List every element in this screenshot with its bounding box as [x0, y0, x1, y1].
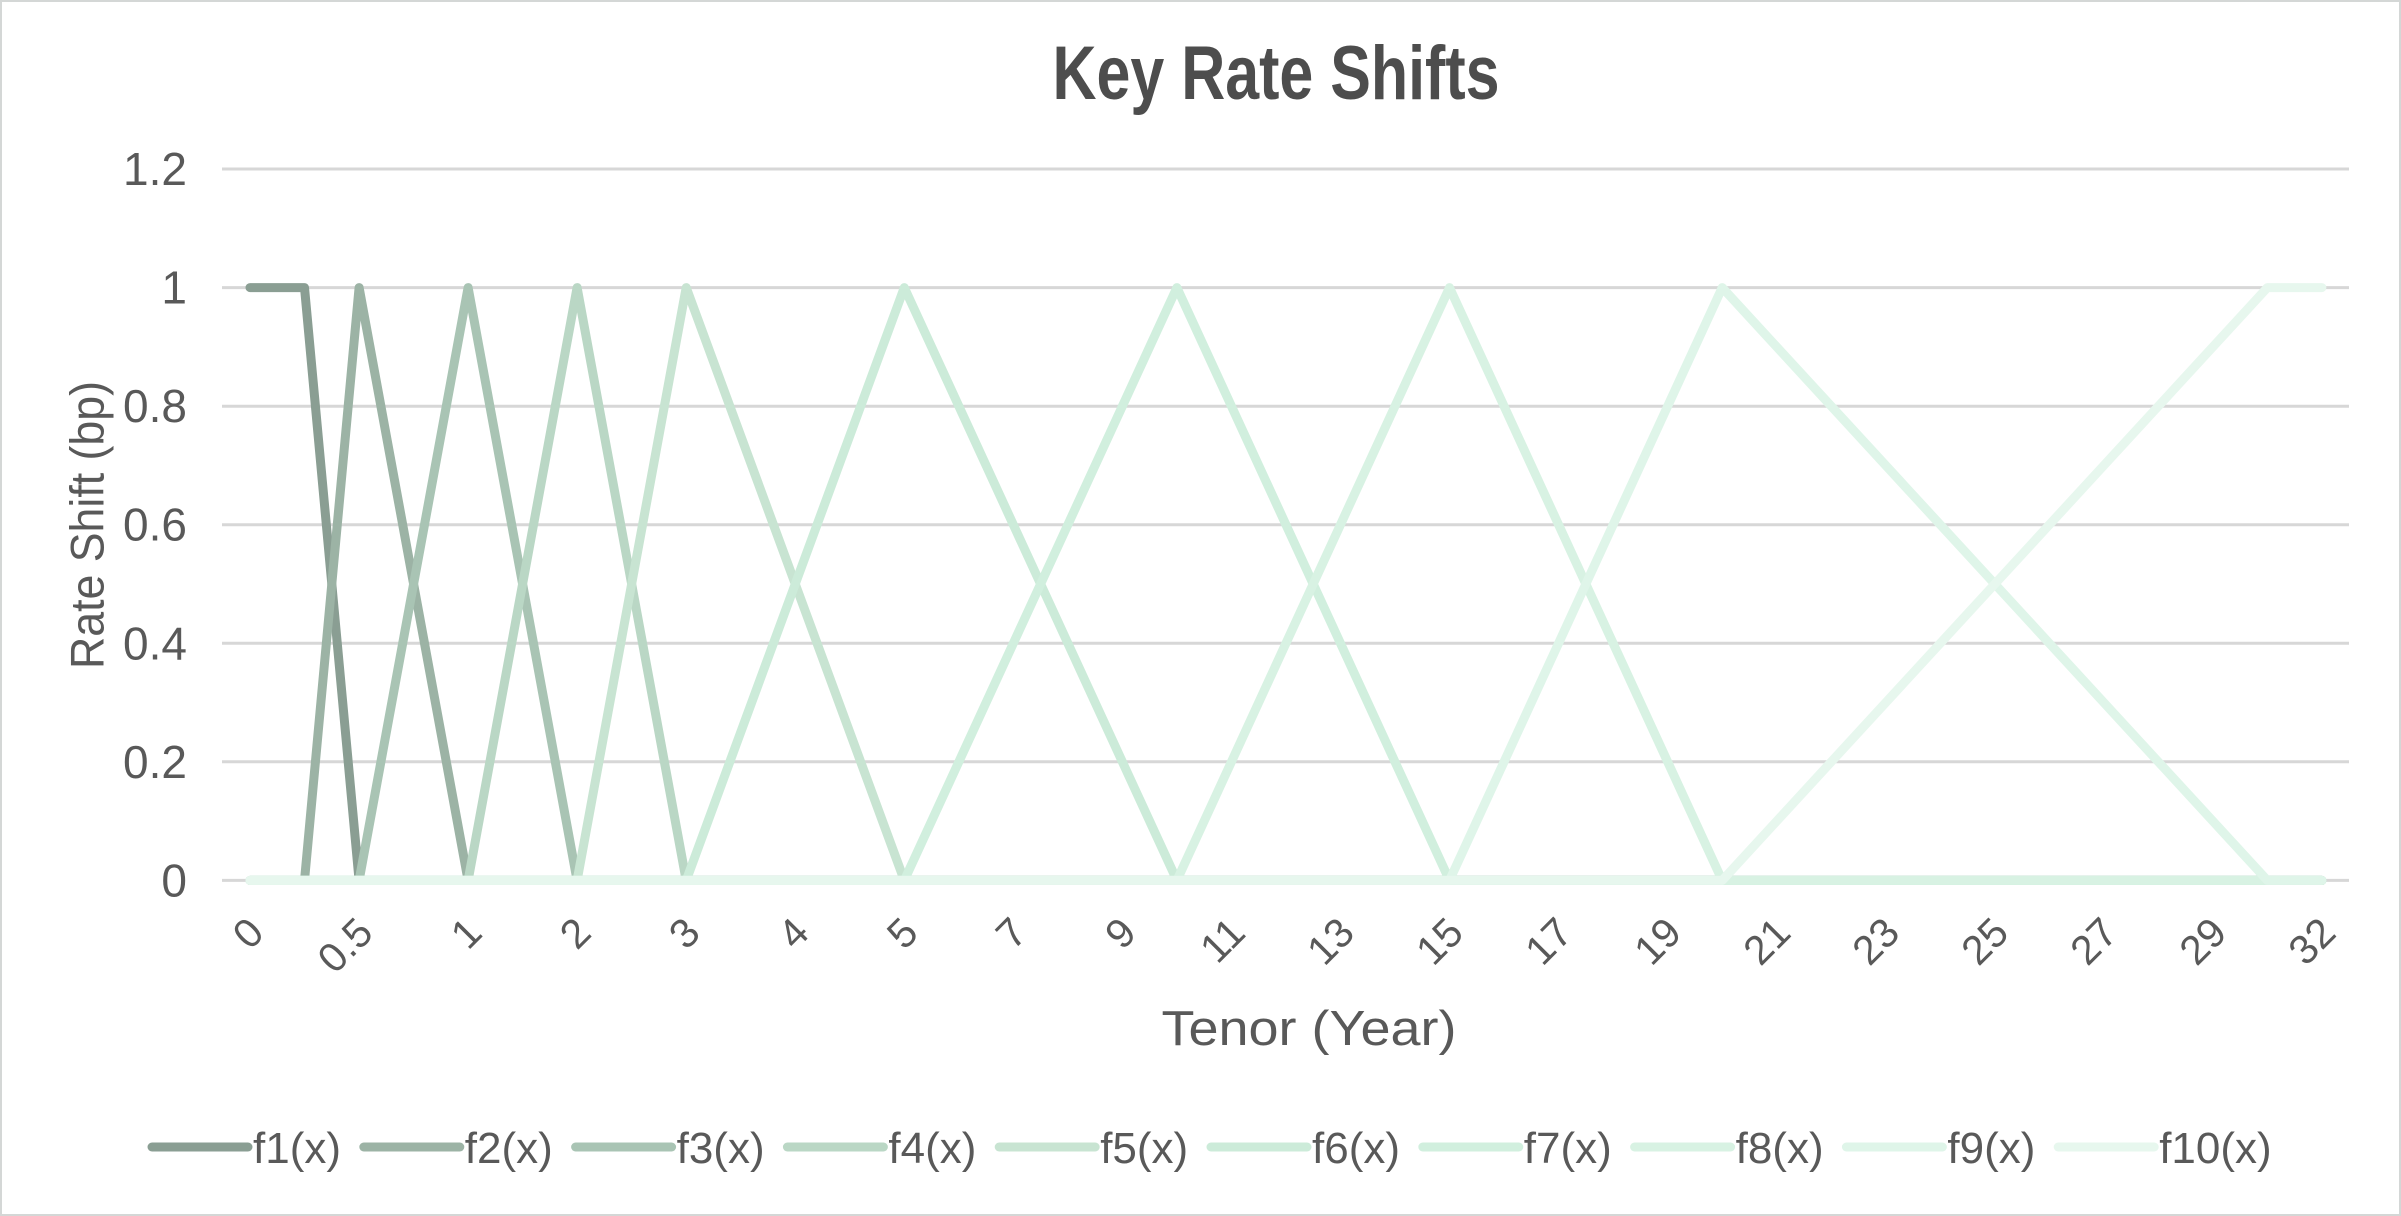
svg-text:Key Rate Shifts: Key Rate Shifts [1053, 31, 1500, 116]
svg-text:f3(x): f3(x) [677, 1124, 765, 1173]
svg-text:f8(x): f8(x) [1736, 1124, 1824, 1173]
svg-text:f6(x): f6(x) [1312, 1124, 1400, 1173]
svg-text:0.2: 0.2 [123, 736, 187, 788]
svg-text:f2(x): f2(x) [465, 1124, 553, 1173]
svg-text:Tenor (Year): Tenor (Year) [1162, 1002, 1457, 1056]
svg-text:f10(x): f10(x) [2159, 1124, 2271, 1173]
svg-text:f1(x): f1(x) [253, 1124, 341, 1173]
svg-text:0.6: 0.6 [123, 499, 187, 551]
svg-text:f9(x): f9(x) [1947, 1124, 2035, 1173]
svg-text:f5(x): f5(x) [1100, 1124, 1188, 1173]
svg-text:f7(x): f7(x) [1524, 1124, 1612, 1173]
svg-text:1.2: 1.2 [123, 143, 187, 195]
svg-text:0: 0 [161, 854, 187, 906]
svg-text:1: 1 [161, 262, 187, 314]
svg-text:f4(x): f4(x) [888, 1124, 976, 1173]
svg-text:Rate Shift (bp): Rate Shift (bp) [61, 381, 114, 669]
svg-text:0.4: 0.4 [123, 617, 187, 669]
svg-text:0.8: 0.8 [123, 380, 187, 432]
